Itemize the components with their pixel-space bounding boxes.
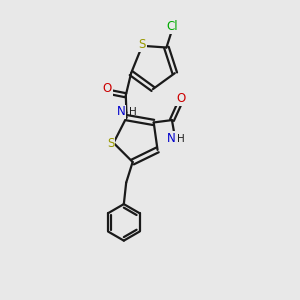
- Text: N: N: [117, 105, 125, 118]
- Text: Cl: Cl: [167, 20, 178, 33]
- Text: H: H: [129, 107, 137, 117]
- Text: O: O: [176, 92, 185, 105]
- Text: S: S: [107, 137, 114, 150]
- Text: O: O: [103, 82, 112, 95]
- Text: S: S: [139, 38, 146, 51]
- Text: H: H: [177, 134, 185, 144]
- Text: N: N: [167, 132, 176, 145]
